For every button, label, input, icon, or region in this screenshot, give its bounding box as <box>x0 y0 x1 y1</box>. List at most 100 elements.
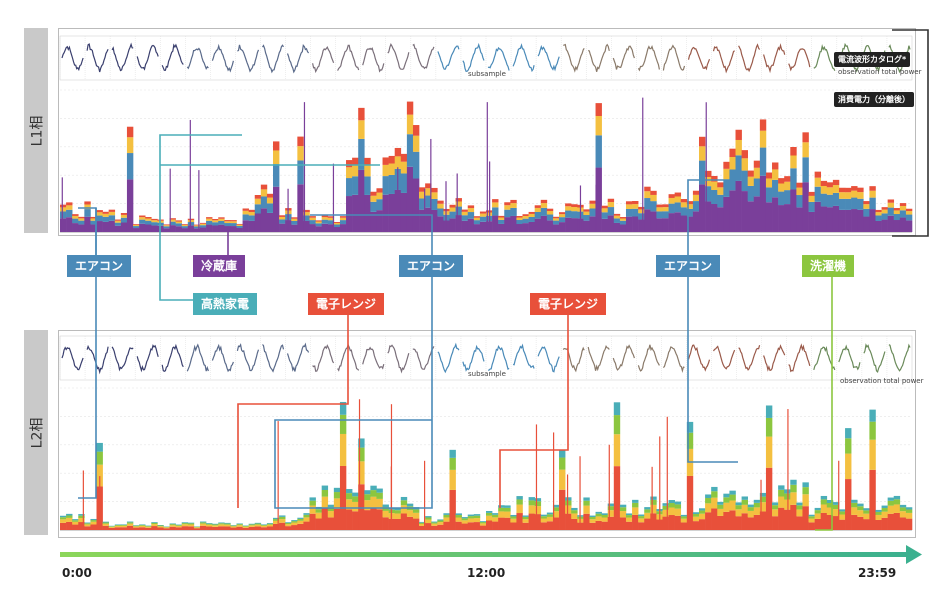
power-bar-segment <box>613 466 621 530</box>
power-bar-segment <box>102 216 109 222</box>
power-bar-segment <box>333 224 341 228</box>
power-bar-segment <box>467 208 475 213</box>
power-bar-segment <box>899 205 907 211</box>
power-bar-segment <box>753 167 761 179</box>
power-bar-segment <box>339 216 347 218</box>
power-bar-segment <box>248 526 256 530</box>
power-bar-segment <box>589 519 596 523</box>
power-bar-segment <box>772 179 779 198</box>
power-bar-segment <box>291 220 298 225</box>
power-bar-segment <box>108 526 116 528</box>
power-bar-segment <box>72 214 79 216</box>
power-bar-segment <box>163 226 170 229</box>
power-bar-segment <box>254 213 262 232</box>
power-bar-segment <box>139 524 146 526</box>
power-bar-segment <box>559 469 566 490</box>
waveform-curve <box>61 346 84 371</box>
power-bar-segment <box>297 184 304 232</box>
power-bar-segment <box>382 176 389 195</box>
power-bar-segment <box>242 525 249 527</box>
time-end: 23:59 <box>858 566 897 580</box>
power-bar-segment <box>838 187 846 193</box>
power-bar-segment <box>419 191 426 199</box>
power-bar-segment <box>364 490 371 495</box>
power-bar-segment <box>376 199 383 211</box>
power-bar-segment <box>528 497 535 501</box>
power-bar-segment <box>230 526 237 528</box>
power-bar-segment <box>869 421 876 440</box>
power-bar-segment <box>814 518 822 530</box>
power-bar-segment <box>461 517 469 519</box>
power-bar-segment <box>120 524 128 526</box>
power-bar-segment <box>467 205 475 209</box>
power-bar-segment <box>84 209 91 217</box>
power-bar-segment <box>333 227 341 232</box>
waveform-curve <box>662 44 686 71</box>
power-bar-segment <box>163 224 170 226</box>
waveform-curve <box>262 44 284 74</box>
power-bar-segment <box>723 161 730 169</box>
sample-label-l1: subsample <box>468 70 506 78</box>
power-bar-segment <box>199 525 207 530</box>
power-bar-segment <box>279 516 286 520</box>
waveform-curve <box>362 47 385 73</box>
power-bar-segment <box>656 211 663 219</box>
power-bar-segment <box>236 523 243 525</box>
power-bar-segment <box>887 513 895 530</box>
power-bar-segment <box>206 217 213 219</box>
power-bar-segment <box>175 524 183 526</box>
power-bar-segment <box>66 217 73 232</box>
power-bar-segment <box>175 221 183 224</box>
power-bar-segment <box>102 221 109 232</box>
power-bar-segment <box>510 215 517 232</box>
power-bar-segment <box>899 203 907 206</box>
power-bar-segment <box>650 211 657 232</box>
power-bar-segment <box>163 228 170 232</box>
power-bar-segment <box>753 196 761 232</box>
power-bar-segment <box>376 210 383 232</box>
power-bar-segment <box>455 517 462 522</box>
power-bar-segment <box>333 492 341 499</box>
power-bar-segment <box>66 209 73 218</box>
waveform-curve <box>437 45 460 70</box>
power-bar-segment <box>516 224 523 232</box>
power-bar-segment <box>254 198 262 205</box>
waveform-curve <box>888 343 911 372</box>
power-bar-segment <box>796 187 803 196</box>
power-bar-segment <box>84 204 91 210</box>
power-bar-segment <box>230 525 237 527</box>
power-bar-segment <box>339 220 347 225</box>
power-bar-segment <box>528 505 535 514</box>
power-bar-segment <box>662 218 669 232</box>
power-bar-segment <box>899 517 907 530</box>
power-bar-segment <box>321 223 329 232</box>
power-bar-segment <box>650 499 657 505</box>
power-bar-segment <box>260 524 268 525</box>
power-bar-segment <box>412 135 420 152</box>
power-bar-segment <box>534 501 542 507</box>
power-bar-segment <box>625 208 633 217</box>
power-bar-segment <box>498 517 505 530</box>
power-bar-segment <box>455 513 462 516</box>
waveform-curve <box>512 343 535 369</box>
power-bar-segment <box>455 515 462 518</box>
power-bar-segment <box>419 209 426 232</box>
power-bar-segment <box>352 176 359 195</box>
power-bar-segment <box>881 505 888 509</box>
power-bar-segment <box>388 193 396 232</box>
power-bar-segment <box>832 192 840 206</box>
power-bar-segment <box>516 499 523 505</box>
power-bar-segment <box>589 517 596 520</box>
waveform-curve <box>813 43 836 72</box>
power-bar-segment <box>699 146 706 161</box>
power-bar-segment <box>187 523 195 525</box>
power-bar-segment <box>765 405 773 418</box>
power-bar-segment <box>674 501 682 505</box>
power-bar-segment <box>455 198 462 202</box>
waveform-curve <box>211 343 234 373</box>
power-bar-segment <box>516 216 523 218</box>
legend-catalog: 電流波形カタログ* <box>834 52 911 67</box>
power-bar-segment <box>145 526 152 528</box>
power-bar-segment <box>559 489 566 530</box>
power-bar-segment <box>266 526 274 530</box>
